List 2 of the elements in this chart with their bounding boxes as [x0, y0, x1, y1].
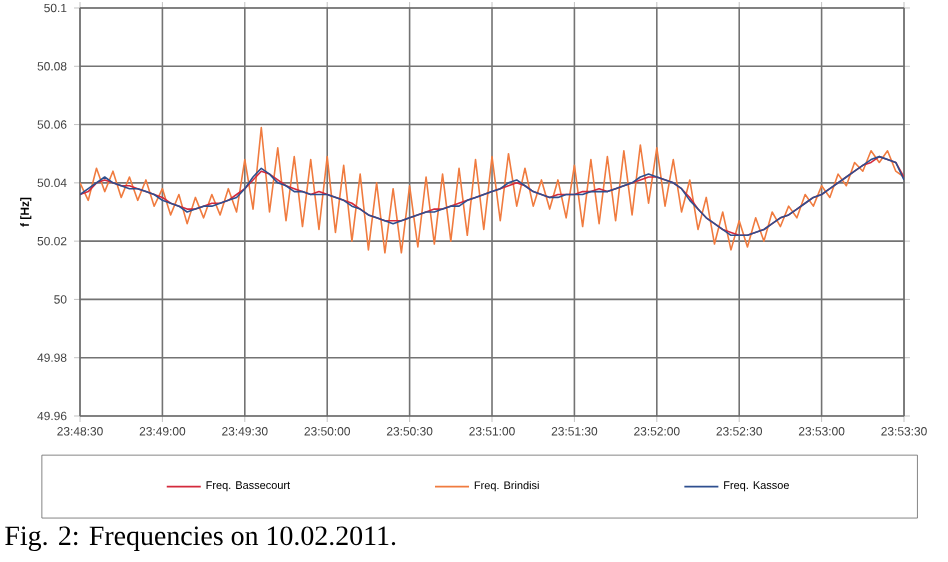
- caption: Fig. 2: Frequencies on 10.02.2011.: [5, 526, 396, 551]
- line-series: [80, 126, 905, 254]
